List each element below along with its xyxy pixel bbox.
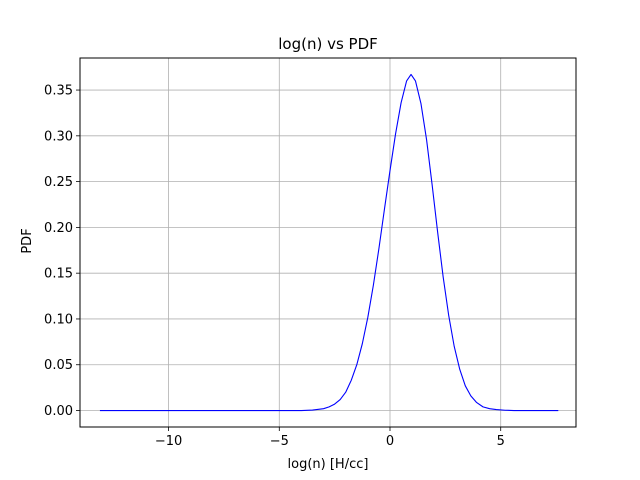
y-tick-label: 0.15 xyxy=(44,267,73,282)
y-tick-label: 0.25 xyxy=(44,175,73,190)
y-axis-title: PDF xyxy=(20,228,35,253)
y-axis: 0.00 0.05 0.10 0.15 0.20 0.25 0.30 0.35 xyxy=(44,84,80,419)
plot-frame xyxy=(79,57,577,428)
series-layer xyxy=(99,73,559,412)
x-axis-title: log(n) [H/cc] xyxy=(288,457,369,472)
x-tick-label: 0 xyxy=(386,434,394,449)
grid xyxy=(80,58,576,427)
x-tick-label: −5 xyxy=(270,434,289,449)
y-tick-label: 0.30 xyxy=(44,129,73,144)
x-tick-label: 5 xyxy=(497,434,505,449)
y-tick-label: 0.05 xyxy=(44,358,73,373)
y-tick-label: 0.10 xyxy=(44,312,73,327)
y-tick-label: 0.20 xyxy=(44,221,73,236)
y-tick-label: 0.00 xyxy=(44,404,73,419)
y-tick-label: 0.35 xyxy=(44,84,73,99)
chart-title: log(n) vs PDF xyxy=(278,35,378,53)
series-line-0 xyxy=(99,73,559,412)
x-tick-label: −10 xyxy=(155,434,182,449)
x-axis: −10 −5 0 5 xyxy=(155,427,505,449)
